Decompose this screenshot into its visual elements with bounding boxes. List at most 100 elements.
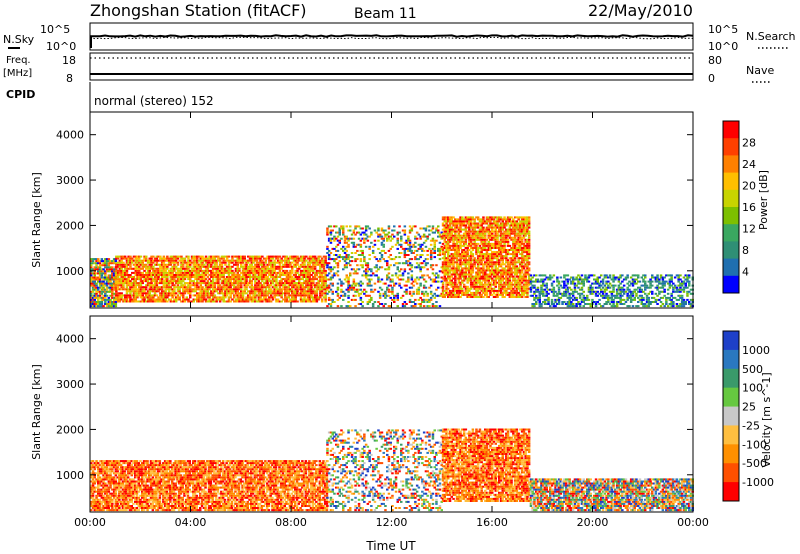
echo-cell: [391, 292, 394, 295]
echo-cell: [234, 261, 238, 264]
echo-cell: [138, 290, 141, 293]
echo-cell: [419, 296, 422, 299]
echo-cell: [450, 279, 453, 282]
echo-cell: [102, 296, 105, 299]
echo-cell: [443, 263, 446, 266]
echo-cell: [454, 279, 457, 282]
echo-cell: [132, 300, 136, 303]
echo-cell: [145, 300, 148, 303]
echo-cell: [278, 292, 282, 295]
echo-cell: [478, 253, 482, 256]
echo-cell: [211, 292, 215, 295]
echo-cell: [303, 296, 306, 299]
echo-cell: [489, 230, 492, 233]
echo-cell: [227, 290, 231, 293]
echo-cell: [313, 259, 317, 262]
echo-cell: [296, 263, 299, 266]
echo-cell: [145, 284, 148, 287]
echo-cell: [301, 286, 305, 289]
echo-cell: [473, 244, 476, 247]
echo-cell: [499, 240, 503, 243]
echo-cell: [450, 259, 453, 262]
echo-cell: [107, 260, 111, 263]
echo-cell: [204, 282, 208, 285]
echo-cell: [443, 253, 446, 256]
echo-cell: [240, 300, 243, 303]
echo-cell: [359, 227, 363, 230]
echo-cell: [90, 262, 93, 265]
echo-cell: [155, 298, 159, 301]
echo-cell: [522, 291, 526, 294]
echo-cell: [310, 257, 313, 260]
echo-cell: [180, 265, 183, 268]
echo-cell: [440, 276, 443, 279]
echo-cell: [484, 281, 487, 284]
echo-cell: [169, 274, 173, 276]
echo-cell: [485, 267, 489, 270]
echo-cell: [236, 271, 239, 274]
echo-cell: [450, 238, 453, 241]
echo-cell: [104, 292, 107, 295]
echo-cell: [501, 244, 504, 247]
echo-cell: [513, 255, 517, 258]
echo-cell: [503, 238, 506, 241]
echo-cell: [510, 296, 513, 298]
echo-cell: [224, 296, 227, 299]
echo-cell: [508, 226, 512, 229]
echo-cell: [129, 261, 132, 264]
echo-cell: [102, 305, 105, 308]
echo-cell: [380, 278, 384, 281]
echo-cell: [512, 247, 515, 249]
echo-cell: [211, 282, 215, 285]
echo-cell: [475, 279, 478, 282]
echo-cell: [468, 242, 471, 245]
echo-cell: [194, 288, 197, 291]
echo-cell: [421, 276, 424, 279]
echo-cell: [231, 274, 234, 276]
echo-cell: [398, 231, 401, 234]
echo-cell: [380, 227, 384, 230]
echo-cell: [233, 296, 236, 299]
echo-cell: [354, 245, 357, 248]
echo-cell: [324, 298, 327, 301]
echo-cell: [164, 269, 167, 272]
echo-cell: [111, 260, 114, 263]
echo-cell: [484, 234, 487, 237]
echo-cell: [519, 232, 522, 235]
echo-cell: [517, 287, 520, 290]
echo-cell: [196, 298, 199, 301]
echo-cell: [112, 258, 116, 261]
echo-cell: [306, 284, 310, 287]
echo-cell: [259, 269, 262, 272]
echo-cell: [433, 292, 436, 295]
echo-cell: [370, 231, 373, 234]
echo-cell: [254, 257, 257, 260]
echo-cell: [299, 274, 303, 276]
echo-cell: [201, 282, 204, 285]
echo-cell: [153, 267, 157, 270]
echo-cell: [401, 278, 405, 281]
echo-cell: [211, 286, 215, 289]
echo-cell: [391, 290, 394, 293]
echo-cell: [224, 280, 227, 283]
echo-cell: [240, 296, 243, 299]
echo-cell: [182, 288, 185, 291]
echo-cell: [98, 260, 102, 263]
echo-cell: [469, 240, 473, 243]
echo-cell: [107, 296, 111, 299]
echo-cell: [136, 271, 139, 274]
echo-cell: [520, 289, 524, 292]
echo-cell: [437, 280, 440, 283]
echo-cell: [315, 271, 319, 274]
echo-cell: [475, 277, 478, 280]
echo-cell: [182, 274, 185, 276]
echo-cell: [107, 290, 111, 293]
echo-cell: [271, 298, 275, 301]
echo-cell: [305, 294, 308, 297]
echo-cell: [127, 280, 130, 283]
echo-cell: [422, 274, 426, 277]
echo-cell: [259, 267, 262, 270]
echo-cell: [134, 259, 137, 262]
echo-cell: [450, 228, 453, 231]
echo-cell: [496, 261, 499, 264]
